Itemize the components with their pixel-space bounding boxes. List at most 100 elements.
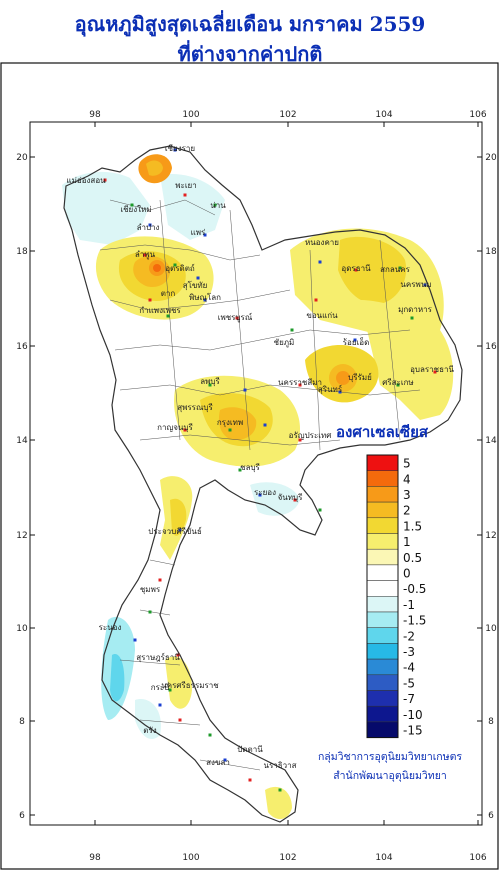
legend-swatch bbox=[366, 501, 399, 519]
legend-swatch bbox=[366, 658, 399, 676]
place-label: เพชรบูรณ์ bbox=[218, 312, 253, 323]
country-outline bbox=[63, 145, 463, 823]
legend-swatch bbox=[366, 627, 399, 644]
place-label: สุโขทัย bbox=[183, 280, 208, 290]
place-label: แพร่ bbox=[191, 228, 206, 237]
y-tick-label-right: 10 bbox=[485, 624, 497, 634]
place-label: กาญจนบุรี bbox=[157, 423, 193, 432]
y-tick-label-right: 8 bbox=[488, 717, 494, 727]
place-label: พิษณุโลก bbox=[189, 292, 221, 302]
legend-swatch bbox=[366, 721, 399, 738]
station-marker bbox=[173, 263, 177, 267]
station-marker bbox=[354, 268, 358, 272]
legend-label: -7 bbox=[403, 692, 415, 706]
station-marker bbox=[130, 203, 134, 207]
station-marker bbox=[243, 388, 247, 392]
legend-swatch bbox=[366, 596, 399, 613]
place-label: จันทบุรี bbox=[278, 493, 304, 502]
y-tick-label-left: 10 bbox=[16, 624, 28, 634]
place-label: ร้อยเอ็ด bbox=[343, 337, 370, 347]
legend-swatch bbox=[366, 580, 399, 597]
station-marker bbox=[208, 733, 212, 737]
y-tick-label-right: 14 bbox=[485, 436, 497, 446]
station-marker bbox=[158, 703, 162, 707]
place-label: เชียงใหม่ bbox=[120, 205, 151, 214]
station-marker bbox=[235, 316, 239, 320]
unit-label: องศาเซลเซียส bbox=[336, 423, 429, 441]
station-marker bbox=[103, 178, 107, 182]
y-tick-label-left: 14 bbox=[16, 436, 28, 446]
station-marker bbox=[183, 428, 187, 432]
legend-label: 5 bbox=[403, 457, 411, 471]
station-marker bbox=[148, 610, 152, 614]
legend-label: -3 bbox=[403, 645, 415, 659]
y-tick-label-right: 16 bbox=[485, 342, 497, 352]
x-tick-label-top: 98 bbox=[89, 110, 101, 120]
y-tick-label-right: 6 bbox=[488, 811, 494, 821]
place-label: สกลนคร bbox=[380, 265, 410, 274]
station-marker bbox=[228, 428, 232, 432]
place-label: แม่ฮ่องสอน bbox=[66, 176, 106, 185]
place-label: สงขลา bbox=[206, 758, 230, 767]
station-marker bbox=[314, 298, 318, 302]
legend-swatch bbox=[366, 643, 399, 660]
station-marker bbox=[338, 390, 342, 394]
place-label: ลำปาง bbox=[137, 223, 160, 232]
place-label: ชุมพร bbox=[140, 585, 161, 594]
legend-swatch bbox=[366, 674, 399, 691]
place-label: ขอนแก่น bbox=[306, 311, 338, 320]
place-label: มุกดาหาร bbox=[398, 305, 433, 314]
legend-label: -5 bbox=[403, 676, 415, 690]
place-label: น่าน bbox=[210, 201, 226, 210]
place-label: บุรีรัมย์ bbox=[348, 372, 372, 382]
x-tick-label-top: 100 bbox=[182, 110, 199, 120]
place-label: พะเยา bbox=[175, 181, 196, 190]
x-tick-label-bottom: 106 bbox=[469, 853, 486, 863]
station-marker bbox=[423, 283, 427, 287]
y-tick-label-right: 20 bbox=[485, 153, 497, 163]
place-label: กระบี่ bbox=[151, 681, 170, 692]
station-marker bbox=[168, 688, 172, 692]
outer-frame bbox=[0, 62, 499, 870]
place-label: ชัยภูมิ bbox=[274, 338, 295, 348]
legend-swatch bbox=[366, 548, 399, 566]
station-marker bbox=[183, 193, 187, 197]
legend-swatch bbox=[366, 470, 399, 487]
x-tick-label-bottom: 98 bbox=[89, 853, 101, 863]
station-marker bbox=[433, 370, 437, 374]
legend-label: -0.5 bbox=[403, 582, 426, 596]
place-label: ปัตตานี bbox=[237, 745, 263, 754]
station-marker bbox=[173, 148, 177, 152]
legend-swatch bbox=[366, 533, 399, 550]
station-marker bbox=[353, 338, 357, 342]
place-label: เชียงราย bbox=[165, 144, 195, 153]
place-label: อุบลราชธานี bbox=[410, 365, 454, 374]
legend-swatch bbox=[366, 486, 399, 503]
y-tick-label-right: 12 bbox=[485, 531, 496, 541]
legend-swatch bbox=[366, 517, 399, 534]
legend-swatch bbox=[366, 705, 399, 723]
station-marker bbox=[196, 276, 200, 280]
station-marker bbox=[290, 328, 294, 332]
legend-label: -10 bbox=[403, 708, 423, 722]
legend-label: 4 bbox=[403, 472, 411, 486]
place-label: ศรีสะเกษ bbox=[382, 378, 413, 387]
province-boundaries bbox=[99, 199, 421, 771]
place-label: ระยอง bbox=[254, 488, 276, 497]
station-marker bbox=[258, 493, 262, 497]
place-label: ระนอง bbox=[99, 623, 122, 632]
y-tick-label-right: 18 bbox=[485, 247, 497, 257]
legend-swatch bbox=[366, 690, 399, 707]
credit-line-2: สำนักพัฒนาอุตุนิยมวิทยา bbox=[333, 770, 447, 782]
x-tick-label-bottom: 102 bbox=[279, 853, 296, 863]
y-tick-label-left: 18 bbox=[16, 247, 28, 257]
legend-label: -1 bbox=[403, 598, 415, 612]
station-marker bbox=[298, 438, 302, 442]
station-marker bbox=[238, 468, 242, 472]
station-marker bbox=[223, 758, 227, 762]
place-label: สุราษฎร์ธานี bbox=[136, 652, 180, 662]
legend-swatch bbox=[366, 611, 399, 628]
place-label: นครพนม bbox=[400, 280, 431, 289]
